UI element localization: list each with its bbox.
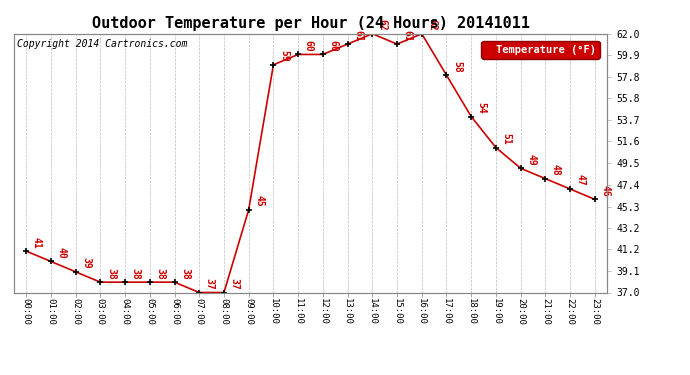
Text: 39: 39 bbox=[81, 257, 91, 269]
Text: 54: 54 bbox=[477, 102, 486, 114]
Text: 61: 61 bbox=[353, 30, 363, 41]
Text: 47: 47 bbox=[575, 174, 586, 186]
Text: 38: 38 bbox=[155, 268, 166, 279]
Text: 51: 51 bbox=[502, 133, 511, 145]
Text: 38: 38 bbox=[106, 268, 116, 279]
Text: 37: 37 bbox=[230, 278, 239, 290]
Text: 60: 60 bbox=[304, 40, 314, 52]
Text: 46: 46 bbox=[600, 185, 611, 196]
Text: Copyright 2014 Cartronics.com: Copyright 2014 Cartronics.com bbox=[17, 39, 187, 49]
Text: 37: 37 bbox=[205, 278, 215, 290]
Text: 59: 59 bbox=[279, 50, 289, 62]
Text: 58: 58 bbox=[452, 61, 462, 72]
Text: 38: 38 bbox=[130, 268, 141, 279]
Text: 40: 40 bbox=[57, 247, 66, 259]
Text: 45: 45 bbox=[254, 195, 264, 207]
Text: 41: 41 bbox=[32, 237, 41, 248]
Text: 60: 60 bbox=[328, 40, 338, 52]
Text: 62: 62 bbox=[378, 19, 388, 31]
Title: Outdoor Temperature per Hour (24 Hours) 20141011: Outdoor Temperature per Hour (24 Hours) … bbox=[92, 16, 529, 31]
Text: 48: 48 bbox=[551, 164, 561, 176]
Legend: Temperature (°F): Temperature (°F) bbox=[481, 41, 600, 59]
Text: 49: 49 bbox=[526, 154, 536, 165]
Text: 61: 61 bbox=[402, 30, 413, 41]
Text: 38: 38 bbox=[180, 268, 190, 279]
Text: 62: 62 bbox=[427, 19, 437, 31]
